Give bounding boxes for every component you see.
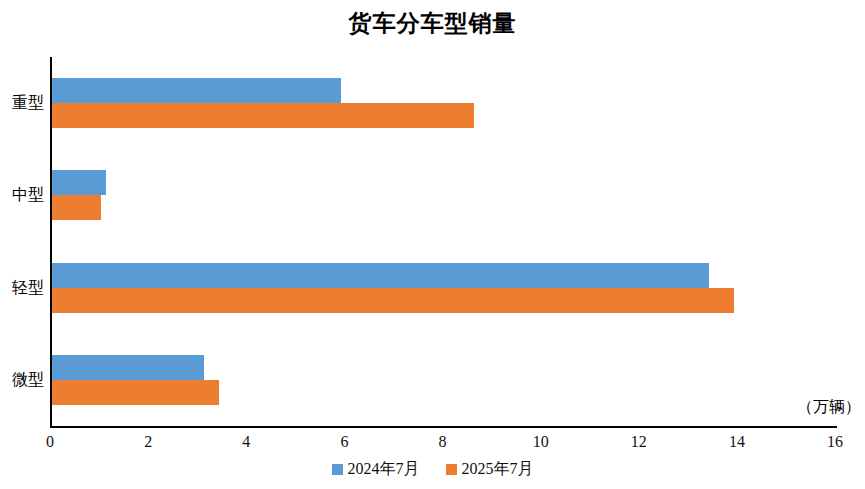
x-tick-label: 6	[314, 433, 374, 451]
category-label: 轻型	[0, 280, 44, 296]
x-tick-label: 12	[609, 433, 669, 451]
legend-label: 2024年7月	[348, 459, 420, 480]
bar-2024年7月-重型	[52, 78, 341, 103]
plot-area	[50, 57, 837, 428]
legend-swatch-icon	[332, 464, 343, 475]
x-tick-label: 14	[707, 433, 767, 451]
legend: 2024年7月 2025年7月	[0, 459, 865, 480]
bar-2024年7月-中型	[52, 170, 106, 195]
chart-title: 货车分车型销量	[0, 8, 865, 39]
legend-item: 2025年7月	[446, 459, 534, 480]
legend-swatch-icon	[446, 464, 457, 475]
x-tick-label: 0	[20, 433, 80, 451]
category-label: 微型	[0, 372, 44, 388]
x-tick-label: 10	[511, 433, 571, 451]
bar-2025年7月-轻型	[52, 288, 734, 313]
category-label: 中型	[0, 187, 44, 203]
bar-2025年7月-微型	[52, 380, 219, 405]
x-tick-label: 2	[118, 433, 178, 451]
bar-2025年7月-重型	[52, 103, 474, 128]
axis-unit-label: （万辆）	[797, 397, 861, 418]
bar-2024年7月-微型	[52, 355, 204, 380]
truck-sales-chart: 货车分车型销量 重型中型轻型微型 0 2 4 6 8 10 12 14 16 （万辆） 2024…	[0, 0, 865, 489]
x-tick-label: 8	[413, 433, 473, 451]
bar-2024年7月-轻型	[52, 263, 709, 288]
category-label: 重型	[0, 95, 44, 111]
legend-label: 2025年7月	[462, 459, 534, 480]
legend-item: 2024年7月	[332, 459, 420, 480]
x-tick-label: 4	[216, 433, 276, 451]
x-tick-label: 16	[805, 433, 865, 451]
bar-2025年7月-中型	[52, 195, 101, 220]
